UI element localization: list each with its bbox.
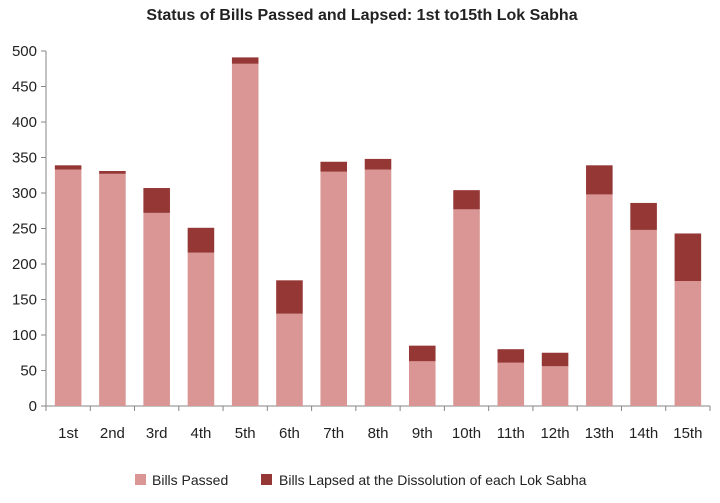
x-tick-label: 15th [673, 425, 702, 442]
bar-bills-lapsed [586, 165, 613, 195]
bar-bills-lapsed [497, 349, 525, 363]
y-tick-label: 200 [12, 256, 37, 273]
plot-area: 0 50 100 150 200 250 300 350 400 450 500 1st 2nd 3rd 4… [12, 43, 711, 442]
y-tick-label: 350 [12, 150, 37, 167]
legend-label-bills-lapsed: Bills Lapsed at the Dissolution of each … [279, 472, 587, 488]
x-tick-label: 1st [58, 425, 79, 442]
bar-bills-lapsed [99, 170, 126, 174]
bar-bills-lapsed [453, 190, 480, 210]
y-tick-label: 300 [12, 185, 37, 202]
bar-bills-passed [497, 362, 525, 406]
bar-bills-passed [586, 194, 613, 406]
x-tick-label: 13th [585, 425, 614, 442]
bar-bills-lapsed [364, 158, 392, 170]
x-tick-label: 4th [191, 425, 212, 442]
bar-bills-lapsed [541, 352, 569, 367]
x-tick-label: 14th [629, 425, 658, 442]
legend-label-bills-passed: Bills Passed [152, 472, 228, 488]
bar-bills-passed [630, 229, 657, 406]
y-tick-label: 150 [12, 292, 37, 309]
bar-bills-lapsed [320, 161, 348, 172]
legend: Bills Passed Bills Lapsed at the Dissolu… [135, 472, 587, 488]
x-tick-label: 8th [368, 425, 389, 442]
x-tick-label: 5th [235, 425, 256, 442]
bar-bills-lapsed [276, 280, 303, 314]
bar-bills-lapsed [674, 233, 702, 282]
y-tick-label: 400 [12, 114, 37, 131]
x-tick-label: 9th [412, 425, 433, 442]
bar-bills-passed [674, 281, 702, 406]
bar-bills-lapsed [231, 57, 259, 64]
legend-swatch-bills-lapsed [261, 474, 272, 485]
bar-bills-passed [320, 171, 348, 406]
x-tick-label: 11th [497, 425, 525, 442]
x-tick-label: 12th [540, 425, 569, 442]
bar-bills-passed [231, 63, 259, 406]
bar-bills-passed [143, 212, 170, 406]
y-tick-label: 100 [12, 327, 37, 344]
bar-bills-lapsed [187, 227, 215, 253]
bar-bills-passed [364, 169, 392, 406]
bar-bills-passed [187, 252, 215, 406]
x-tick-label: 7th [323, 425, 344, 442]
bar-bills-lapsed [143, 188, 170, 213]
x-tick-label: 2nd [100, 425, 125, 442]
y-tick-label: 450 [12, 79, 37, 96]
x-tick-label: 3rd [146, 425, 168, 442]
bar-bills-passed [54, 169, 82, 406]
bar-bills-lapsed [630, 202, 657, 230]
y-tick-label: 500 [12, 43, 37, 60]
bar-bills-passed [276, 313, 303, 406]
x-tick-label: 6th [279, 425, 300, 442]
x-tick-label: 10th [452, 425, 481, 442]
y-tick-label: 250 [12, 221, 37, 238]
y-tick-label: 50 [20, 363, 37, 380]
bar-bills-passed [453, 209, 480, 406]
bar-bills-lapsed [54, 165, 82, 170]
bar-bills-passed [541, 366, 569, 406]
bar-bills-passed [99, 173, 126, 406]
bar-bills-passed [408, 361, 436, 406]
bar-bills-lapsed [408, 345, 436, 362]
legend-swatch-bills-passed [135, 474, 146, 485]
chart-title: Status of Bills Passed and Lapsed: 1st t… [146, 7, 577, 24]
y-tick-label: 0 [29, 398, 37, 415]
